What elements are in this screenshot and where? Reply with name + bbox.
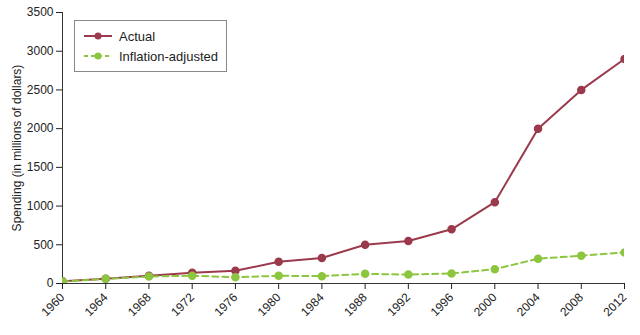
svg-text:500: 500 xyxy=(33,238,53,252)
svg-text:1972: 1972 xyxy=(168,290,197,319)
svg-text:1000: 1000 xyxy=(27,199,54,213)
svg-text:1964: 1964 xyxy=(82,290,111,319)
svg-text:1976: 1976 xyxy=(211,290,240,319)
html-text:Actual: Actual xyxy=(119,28,156,44)
svg-text:1984: 1984 xyxy=(298,290,327,319)
svg-text:2012: 2012 xyxy=(601,290,630,319)
html-text:Inflation-adjusted: Inflation-adjusted xyxy=(119,48,218,64)
svg-text:1960: 1960 xyxy=(39,290,68,319)
svg-text:1988: 1988 xyxy=(341,290,370,319)
svg-text:3500: 3500 xyxy=(27,5,54,19)
svg-text:0: 0 xyxy=(47,276,54,290)
svg-text:2004: 2004 xyxy=(514,290,543,319)
svg-text:2008: 2008 xyxy=(557,290,586,319)
svg-text:2500: 2500 xyxy=(27,83,54,97)
svg-text:2000: 2000 xyxy=(27,121,54,135)
svg-text:1996: 1996 xyxy=(428,290,457,319)
svg-text:1980: 1980 xyxy=(255,290,284,319)
svg-text:1500: 1500 xyxy=(27,160,54,174)
svg-text:Spending (in millions of dolla: Spending (in millions of dollars) xyxy=(10,65,24,232)
svg-text:1992: 1992 xyxy=(384,290,413,319)
svg-text:1968: 1968 xyxy=(125,290,154,319)
svg-text:3000: 3000 xyxy=(27,44,54,58)
svg-text:2000: 2000 xyxy=(471,290,500,319)
